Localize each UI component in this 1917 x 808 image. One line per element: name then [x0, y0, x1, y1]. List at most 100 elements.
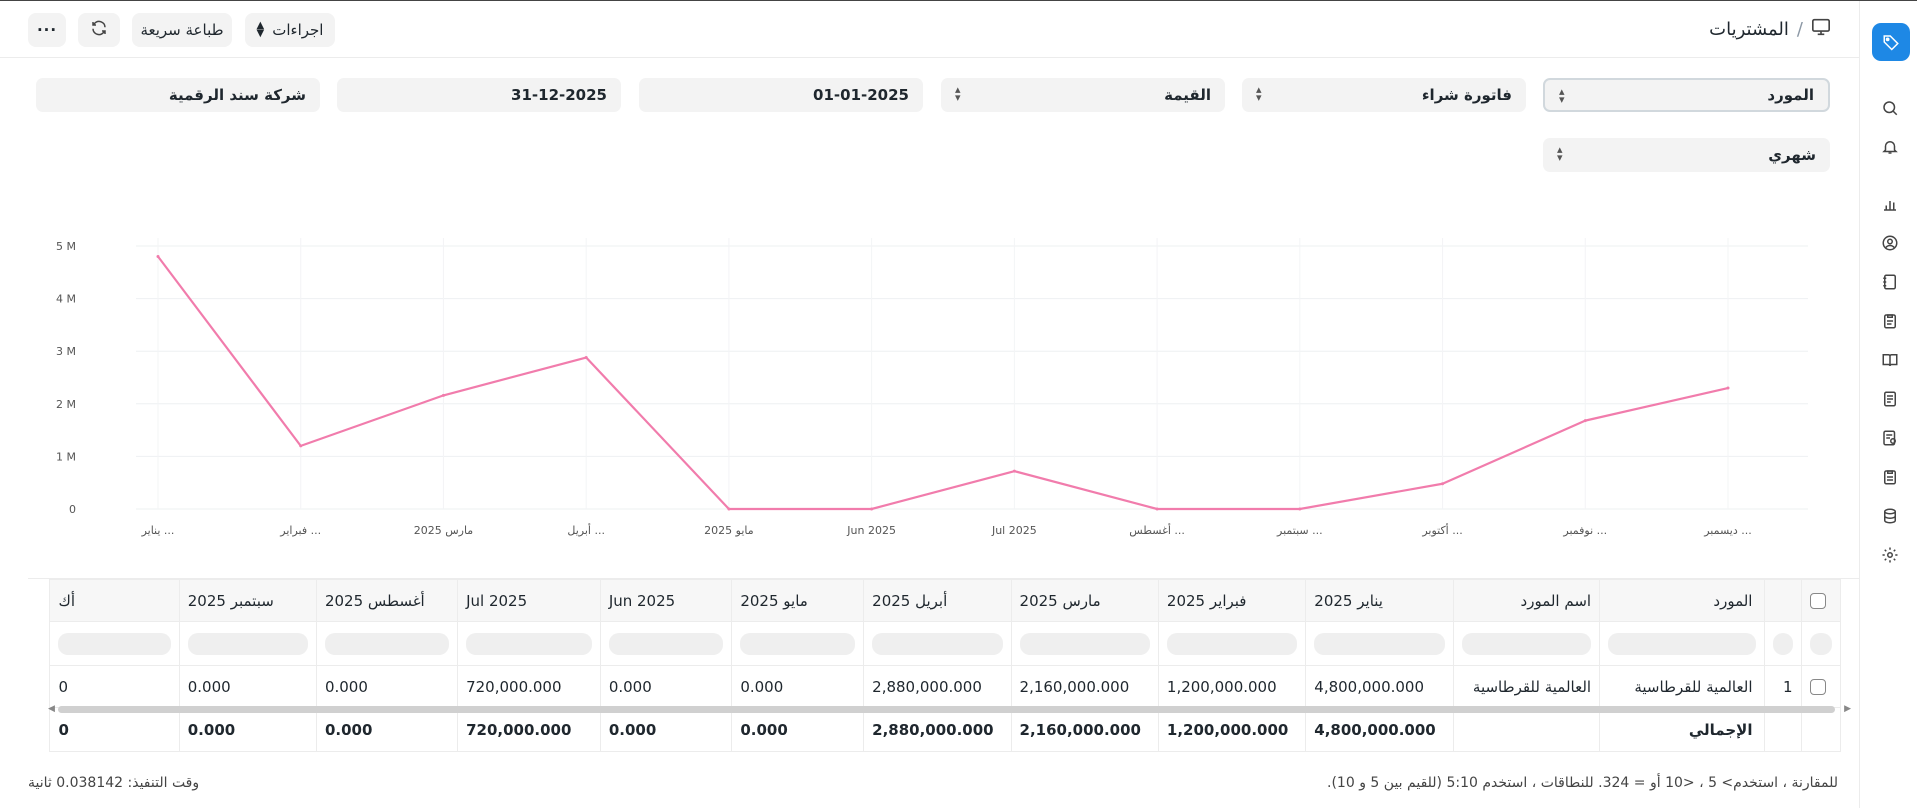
clipboard-icon[interactable] [1880, 311, 1900, 331]
data-point [156, 255, 160, 259]
chart-icon[interactable] [1880, 194, 1900, 214]
x-tick-label: فبراير ... [279, 524, 321, 537]
table-cell[interactable]: 4,800,000.000 [1305, 665, 1454, 708]
column-header[interactable]: Jun 2025 [599, 579, 733, 622]
table-cell[interactable]: 0 [49, 665, 180, 708]
select-all-cell[interactable] [1800, 579, 1842, 622]
filter-input[interactable] [1019, 632, 1150, 655]
checklist-icon[interactable] [1880, 467, 1900, 487]
x-tick-label: مايو 2025 [704, 524, 754, 537]
column-header[interactable]: اسم المورد [1452, 579, 1601, 622]
filter-cell [1305, 621, 1454, 666]
document-type-select[interactable]: فاتورة شراء ▴ ▾ [1242, 78, 1526, 112]
more-options-button[interactable]: ··· [28, 13, 66, 47]
filter-hint: للمقارنة ، استخدم> 5 ، <10 أو = 324. للن… [1327, 775, 1838, 791]
column-header[interactable]: أك [49, 579, 180, 622]
quick-print-button[interactable]: طباعة سريعة [132, 13, 232, 47]
database-icon[interactable] [1880, 506, 1900, 526]
column-header[interactable]: يناير 2025 [1305, 579, 1454, 622]
scroll-right-icon[interactable]: ▶ [1844, 704, 1851, 714]
gear-icon[interactable] [1880, 545, 1900, 565]
data-point [1012, 469, 1016, 473]
table-cell[interactable]: 2,880,000.000 [863, 665, 1012, 708]
value-type-select[interactable]: القيمة ▴ ▾ [941, 78, 1225, 112]
total-cell: 1,200,000.000 [1157, 707, 1307, 752]
column-header[interactable]: فبراير 2025 [1157, 579, 1307, 622]
report-icon[interactable] [1880, 428, 1900, 448]
table-cell[interactable]: 0.000 [599, 665, 733, 708]
filter-input[interactable] [324, 632, 450, 655]
column-header[interactable]: Jul 2025 [457, 579, 601, 622]
total-cell: 0.000 [178, 707, 317, 752]
y-tick-label: 0 [69, 503, 76, 516]
column-header[interactable]: أغسطس 2025 [315, 579, 459, 622]
y-tick-label: 2 M [56, 398, 76, 411]
table-cell[interactable]: 720,000.000 [457, 665, 601, 708]
filter-input[interactable] [1166, 632, 1298, 655]
filter-input[interactable] [1809, 632, 1832, 655]
table-cell[interactable]: 1,200,000.000 [1157, 665, 1307, 708]
row-select-cell[interactable] [1800, 665, 1842, 708]
column-header[interactable]: سبتمبر 2025 [178, 579, 317, 622]
column-header[interactable]: المورد [1599, 579, 1766, 622]
book-icon[interactable] [1880, 350, 1900, 370]
company-input[interactable]: شركة سند الرقمية [36, 78, 320, 112]
table-cell[interactable]: 0.000 [731, 665, 865, 708]
x-tick-label: Jun 2025 [846, 524, 896, 537]
table-cell[interactable]: 0.000 [178, 665, 317, 708]
total-cell: 4,800,000.000 [1305, 707, 1454, 752]
table-cell[interactable]: العالمية للقرطاسية [1599, 665, 1766, 708]
filter-input[interactable] [608, 632, 724, 655]
to-date-input[interactable]: 31-12-2025 [337, 78, 621, 112]
filter-input[interactable] [1314, 632, 1445, 655]
tag-icon[interactable] [1872, 23, 1910, 61]
filter-row [29, 621, 1842, 666]
filter-input[interactable] [1608, 632, 1757, 655]
chevron-updown-icon: ▴ ▾ [955, 83, 961, 104]
period-select[interactable]: شهري ▴ ▾ [1543, 138, 1830, 172]
table-cell[interactable]: 2,160,000.000 [1010, 665, 1159, 708]
filter-cell [315, 621, 459, 666]
group-by-select[interactable]: المورد ▴ ▾ [1543, 78, 1830, 112]
filter-input[interactable] [740, 632, 856, 655]
refresh-button[interactable] [78, 13, 120, 47]
x-tick-label: ديسمبر ... [1703, 524, 1752, 537]
table-cell[interactable]: 0.000 [315, 665, 459, 708]
actions-button[interactable]: اجراءات ▲ ▼ [245, 13, 335, 47]
group-by-value: المورد [1767, 86, 1814, 104]
filter-input[interactable] [466, 632, 592, 655]
column-header[interactable]: مارس 2025 [1010, 579, 1159, 622]
total-label: الإجمالي [1599, 707, 1766, 752]
series-line [157, 255, 1729, 511]
bell-icon[interactable] [1880, 137, 1900, 157]
page-title[interactable]: المشتريات [1709, 19, 1789, 40]
horizontal-scrollbar[interactable] [58, 706, 1835, 713]
search-icon[interactable] [1880, 98, 1900, 118]
notebook-icon[interactable] [1880, 272, 1900, 292]
row-checkbox[interactable] [1809, 679, 1826, 695]
filter-input[interactable] [872, 632, 1003, 655]
total-cell: 2,160,000.000 [1010, 707, 1159, 752]
filter-input[interactable] [187, 632, 308, 655]
filter-input[interactable] [1461, 632, 1592, 655]
scroll-left-icon[interactable]: ◀ [48, 704, 55, 714]
document-icon[interactable] [1880, 389, 1900, 409]
table-row[interactable]: 1 العالمية للقرطاسية العالمية للقرطاسية … [29, 665, 1842, 708]
filter-input[interactable] [1773, 632, 1793, 655]
column-header[interactable]: أبريل 2025 [863, 579, 1012, 622]
report-table-wrapper: المورد اسم المورد يناير 2025 فبراير 2025… [28, 578, 1859, 759]
column-header[interactable]: مايو 2025 [731, 579, 865, 622]
x-tick-label: أكتوبر ... [1421, 523, 1462, 537]
filter-cell [1010, 621, 1159, 666]
filter-cell [1800, 621, 1842, 666]
data-point [299, 444, 303, 448]
user-icon[interactable] [1880, 233, 1900, 253]
breadcrumb: / المشتريات [1709, 18, 1831, 41]
table-cell[interactable]: العالمية للقرطاسية [1452, 665, 1601, 708]
desktop-icon[interactable] [1811, 18, 1831, 41]
select-all-checkbox[interactable] [1809, 593, 1826, 609]
filter-input[interactable] [58, 632, 171, 655]
x-tick-label: مارس 2025 [414, 524, 474, 537]
chevron-updown-icon: ▲ ▼ [256, 20, 265, 39]
from-date-input[interactable]: 01-01-2025 [639, 78, 923, 112]
